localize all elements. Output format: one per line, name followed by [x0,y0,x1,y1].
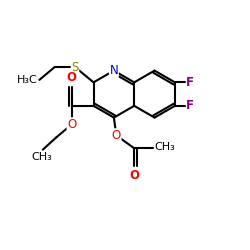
Text: O: O [112,129,121,142]
Text: F: F [186,99,194,112]
Text: N: N [110,64,118,77]
Text: O: O [129,169,139,182]
Text: O: O [67,71,77,84]
Text: O: O [67,118,76,131]
Text: F: F [186,76,194,89]
Text: CH₃: CH₃ [155,142,176,152]
Text: CH₃: CH₃ [31,152,52,162]
Text: H₃C: H₃C [17,75,38,85]
Text: S: S [71,60,79,74]
